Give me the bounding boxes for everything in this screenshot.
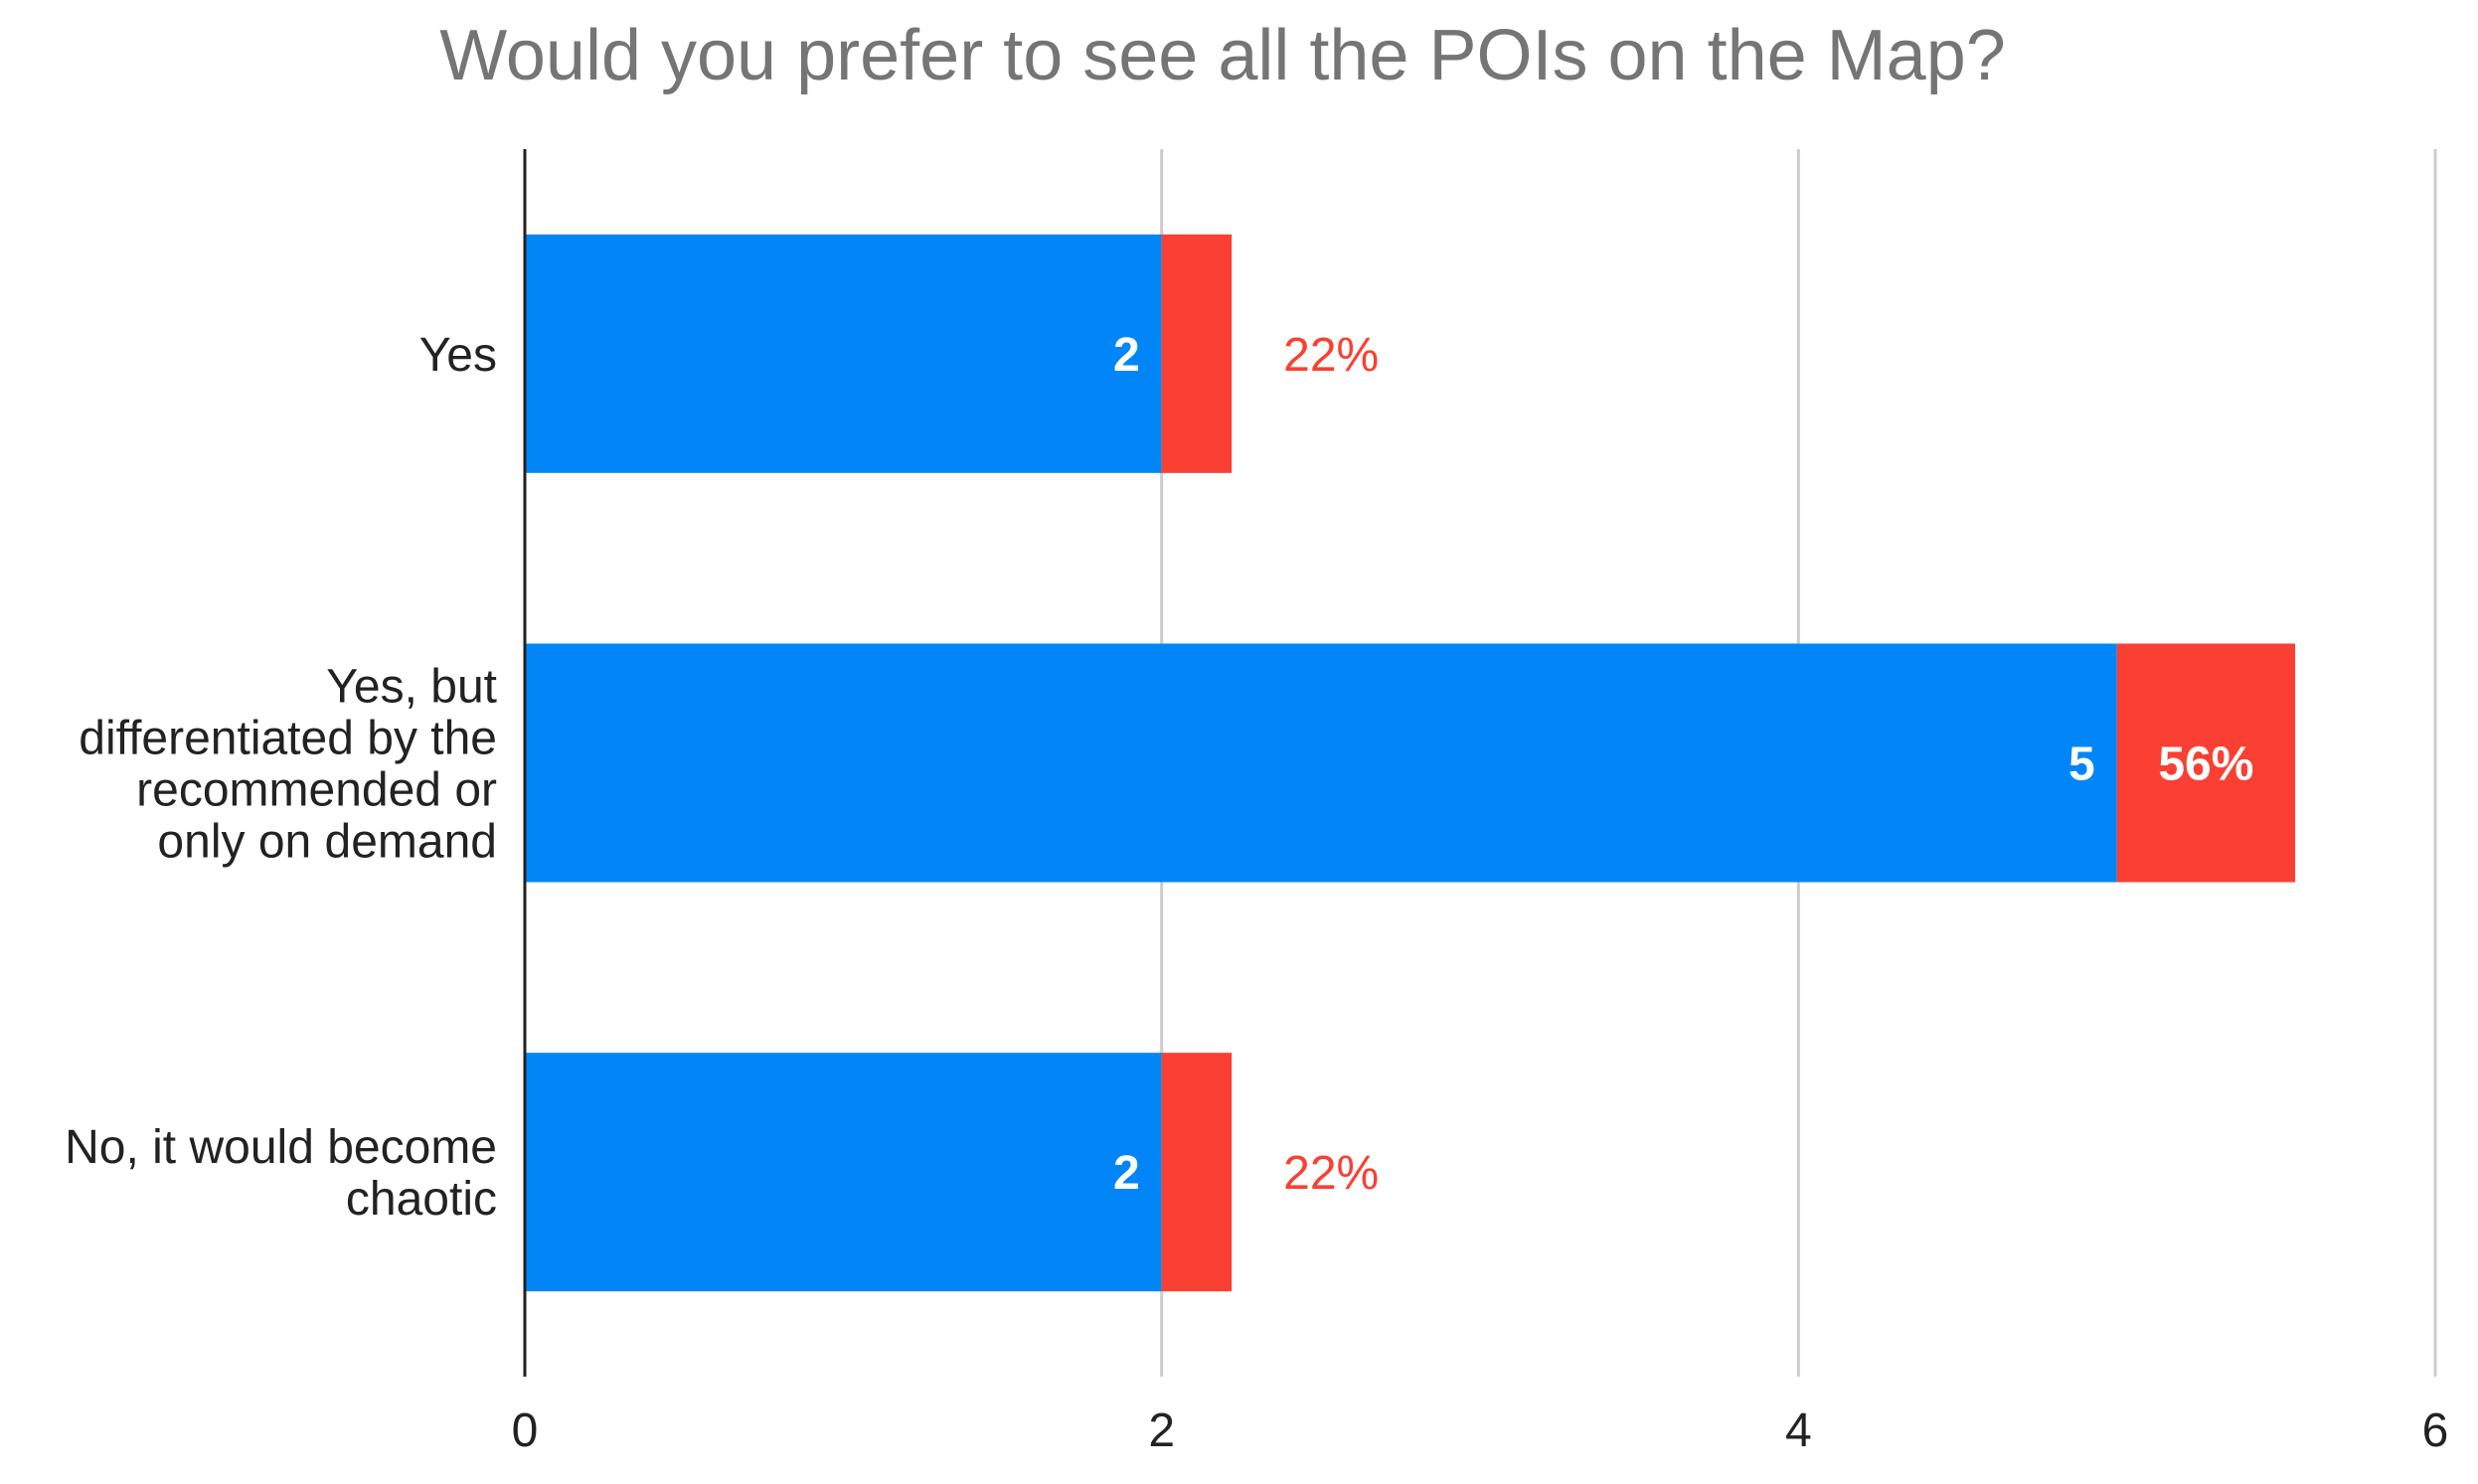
x-tick-label: 4 bbox=[1785, 1404, 1812, 1457]
category-label: Yes, but bbox=[326, 661, 497, 714]
percent-label: 22% bbox=[1283, 329, 1379, 382]
percent-label: 56% bbox=[2158, 739, 2253, 791]
chart-title: Would you prefer to see all the POIs on … bbox=[439, 16, 2006, 95]
x-tick-labels: 0 2 4 6 bbox=[512, 1404, 2449, 1457]
x-tick-label: 6 bbox=[2422, 1404, 2449, 1457]
category-label: differentiated by the bbox=[79, 713, 497, 765]
bar-segment bbox=[525, 643, 2117, 883]
value-labels: 2 22% 5 56% 2 22% bbox=[1113, 329, 2253, 1200]
count-label: 2 bbox=[1113, 1147, 1140, 1200]
bar-segment bbox=[525, 234, 1162, 473]
count-label: 5 bbox=[2068, 739, 2095, 791]
x-tick-label: 2 bbox=[1148, 1404, 1175, 1457]
count-label: 2 bbox=[1113, 329, 1140, 382]
category-label: only on demand bbox=[157, 816, 497, 869]
bar-segment bbox=[525, 1053, 1162, 1292]
percent-label: 22% bbox=[1283, 1147, 1379, 1200]
category-label: No, it would become bbox=[65, 1121, 497, 1174]
bars bbox=[525, 234, 2296, 1292]
bar-segment bbox=[2116, 643, 2296, 883]
x-tick-label: 0 bbox=[512, 1404, 539, 1457]
category-label: recommended or bbox=[136, 764, 497, 817]
category-label: Yes bbox=[419, 329, 497, 382]
bar-segment bbox=[1161, 1053, 1233, 1292]
bar-segment bbox=[1161, 234, 1233, 473]
category-label: chaotic bbox=[346, 1173, 497, 1226]
